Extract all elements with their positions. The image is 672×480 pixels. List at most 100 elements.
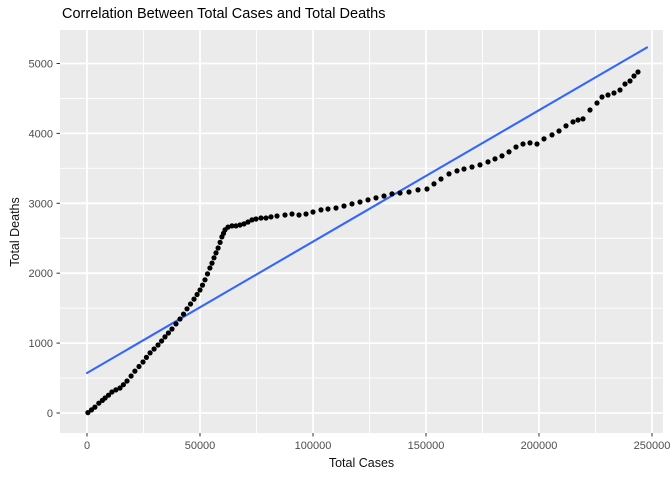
data-point	[469, 164, 475, 170]
data-point	[155, 342, 161, 348]
data-point	[438, 176, 444, 182]
x-tick-label: 50000	[185, 440, 216, 452]
data-point	[165, 330, 171, 336]
data-point	[263, 215, 269, 221]
data-point	[253, 216, 259, 222]
data-point	[173, 321, 179, 327]
data-point	[289, 211, 295, 217]
x-tick-label: 100000	[295, 440, 332, 452]
data-point	[229, 223, 235, 229]
data-point	[492, 156, 498, 162]
data-point	[431, 181, 437, 187]
data-point	[627, 78, 633, 84]
x-tick-label: 150000	[408, 440, 445, 452]
data-point	[237, 222, 243, 228]
data-point	[225, 224, 231, 230]
data-point	[594, 100, 600, 106]
chart-title: Correlation Between Total Cases and Tota…	[62, 6, 386, 22]
data-point	[570, 119, 576, 125]
data-point	[109, 389, 115, 395]
data-point	[520, 141, 526, 147]
data-point	[605, 92, 611, 98]
data-point	[140, 359, 146, 365]
y-tick-label: 3000	[29, 198, 53, 210]
data-point	[215, 245, 221, 251]
data-point	[96, 400, 102, 406]
x-tick-label: 0	[84, 440, 90, 452]
y-tick-label: 0	[47, 408, 53, 420]
data-point	[128, 373, 134, 379]
data-point	[424, 186, 430, 192]
data-point	[341, 203, 347, 209]
x-tick-label: 250000	[634, 440, 671, 452]
x-tick-label: 200000	[521, 440, 558, 452]
data-point	[333, 205, 339, 211]
data-point	[197, 287, 203, 293]
data-point	[397, 190, 403, 196]
data-point	[249, 217, 255, 223]
data-point	[113, 387, 119, 393]
data-point	[477, 162, 483, 168]
data-point	[245, 219, 251, 225]
data-point	[461, 166, 467, 172]
data-point	[325, 206, 331, 212]
data-point	[549, 132, 555, 138]
y-tick-label: 4000	[29, 128, 53, 140]
data-point	[635, 69, 641, 75]
data-point	[611, 90, 617, 96]
data-point	[349, 201, 355, 207]
data-point	[415, 187, 421, 193]
data-point	[143, 354, 149, 360]
x-axis-title: Total Cases	[328, 456, 395, 470]
data-point	[454, 168, 460, 174]
data-point	[184, 306, 190, 312]
data-point	[274, 213, 280, 219]
y-tick-label: 2000	[29, 268, 53, 280]
data-point	[159, 338, 165, 344]
data-point	[194, 291, 200, 298]
data-point	[556, 128, 562, 134]
data-point	[617, 87, 623, 93]
data-point	[191, 296, 197, 302]
data-point	[446, 171, 452, 177]
data-point	[365, 197, 371, 203]
data-point	[202, 277, 208, 283]
data-point	[406, 189, 412, 195]
data-point	[381, 193, 387, 199]
data-point	[151, 346, 157, 352]
y-tick-label: 1000	[29, 338, 53, 350]
data-point	[389, 191, 395, 197]
data-point	[199, 282, 206, 288]
data-point	[373, 195, 379, 201]
data-point	[357, 199, 363, 205]
data-point	[303, 211, 309, 217]
data-point	[587, 107, 593, 113]
data-point	[499, 153, 505, 159]
data-point	[217, 239, 223, 245]
data-point	[541, 136, 547, 142]
data-point	[177, 316, 183, 322]
data-point	[180, 311, 187, 317]
data-point	[631, 73, 637, 79]
data-point	[258, 215, 264, 221]
data-point	[599, 94, 605, 100]
data-point	[169, 326, 175, 332]
data-point	[204, 271, 211, 277]
data-point	[241, 221, 247, 227]
data-point	[162, 334, 168, 340]
data-point	[282, 212, 288, 218]
data-point	[268, 214, 274, 220]
data-point	[622, 81, 628, 87]
data-point	[120, 382, 126, 388]
data-point	[485, 159, 491, 165]
data-point	[534, 141, 540, 147]
data-point	[207, 265, 213, 271]
data-point	[209, 260, 215, 266]
data-point	[580, 116, 586, 122]
y-tick-label: 5000	[29, 59, 53, 71]
data-point	[105, 392, 112, 398]
data-point	[506, 149, 512, 155]
data-point	[92, 404, 98, 410]
